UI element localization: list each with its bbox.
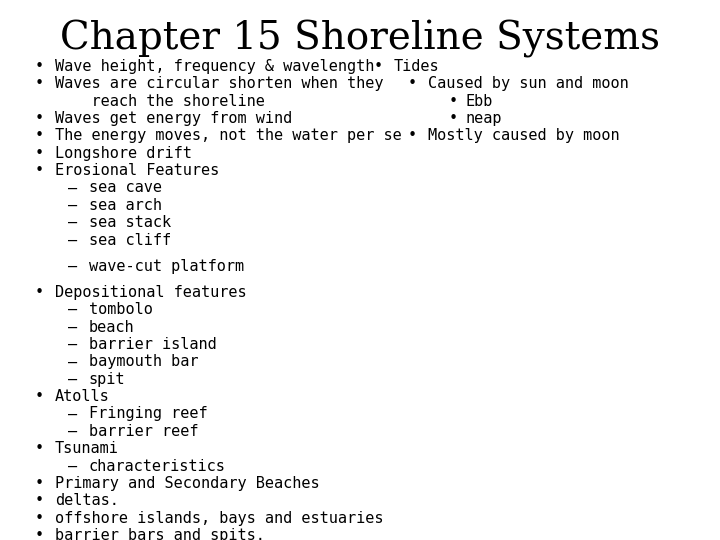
Text: •: • — [35, 146, 44, 161]
Text: sea cave: sea cave — [89, 180, 162, 195]
Text: Tsunami: Tsunami — [55, 441, 119, 456]
Text: –: – — [68, 198, 78, 213]
Text: deltas.: deltas. — [55, 494, 119, 508]
Text: •: • — [448, 93, 457, 109]
Text: –: – — [68, 180, 78, 195]
Text: –: – — [68, 354, 78, 369]
Text: •: • — [35, 129, 44, 143]
Text: tombolo: tombolo — [89, 302, 153, 317]
Text: •: • — [35, 59, 44, 74]
Text: Chapter 15 Shoreline Systems: Chapter 15 Shoreline Systems — [60, 21, 660, 58]
Text: Longshore drift: Longshore drift — [55, 146, 192, 161]
Text: –: – — [68, 337, 78, 352]
Text: The energy moves, not the water per se: The energy moves, not the water per se — [55, 129, 402, 143]
Text: –: – — [68, 407, 78, 421]
Text: spit: spit — [89, 372, 125, 387]
Text: Caused by sun and moon: Caused by sun and moon — [428, 76, 629, 91]
Text: •: • — [408, 129, 417, 143]
Text: Waves are circular shorten when they
    reach the shoreline: Waves are circular shorten when they rea… — [55, 76, 383, 109]
Text: •: • — [35, 511, 44, 526]
Text: •: • — [35, 389, 44, 404]
Text: sea stack: sea stack — [89, 215, 171, 230]
Text: Primary and Secondary Beaches: Primary and Secondary Beaches — [55, 476, 320, 491]
Text: •: • — [35, 476, 44, 491]
Text: –: – — [68, 372, 78, 387]
Text: offshore islands, bays and estuaries: offshore islands, bays and estuaries — [55, 511, 383, 526]
Text: Wave height, frequency & wavelength: Wave height, frequency & wavelength — [55, 59, 374, 74]
Text: •: • — [35, 163, 44, 178]
Text: –: – — [68, 458, 78, 474]
Text: –: – — [68, 233, 78, 248]
Text: neap: neap — [465, 111, 502, 126]
Text: Waves get energy from wind: Waves get energy from wind — [55, 111, 292, 126]
Text: •: • — [35, 441, 44, 456]
Text: barrier island: barrier island — [89, 337, 217, 352]
Text: •: • — [35, 494, 44, 508]
Text: •: • — [374, 59, 383, 74]
Text: •: • — [448, 111, 457, 126]
Text: –: – — [68, 302, 78, 317]
Text: sea arch: sea arch — [89, 198, 162, 213]
Text: barrier reef: barrier reef — [89, 424, 198, 439]
Text: wave-cut platform: wave-cut platform — [89, 259, 244, 274]
Text: Tides: Tides — [394, 59, 439, 74]
Text: –: – — [68, 215, 78, 230]
Text: Depositional features: Depositional features — [55, 285, 246, 300]
Text: Erosional Features: Erosional Features — [55, 163, 219, 178]
Text: •: • — [35, 76, 44, 91]
Text: Mostly caused by moon: Mostly caused by moon — [428, 129, 619, 143]
Text: –: – — [68, 424, 78, 439]
Text: •: • — [35, 528, 44, 540]
Text: characteristics: characteristics — [89, 458, 225, 474]
Text: •: • — [408, 76, 417, 91]
Text: –: – — [68, 320, 78, 335]
Text: sea cliff: sea cliff — [89, 233, 171, 248]
Text: Ebb: Ebb — [465, 93, 492, 109]
Text: barrier bars and spits.: barrier bars and spits. — [55, 528, 265, 540]
Text: •: • — [35, 285, 44, 300]
Text: –: – — [68, 259, 78, 274]
Text: beach: beach — [89, 320, 135, 335]
Text: Atolls: Atolls — [55, 389, 109, 404]
Text: baymouth bar: baymouth bar — [89, 354, 198, 369]
Text: •: • — [35, 111, 44, 126]
Text: Fringing reef: Fringing reef — [89, 407, 207, 421]
